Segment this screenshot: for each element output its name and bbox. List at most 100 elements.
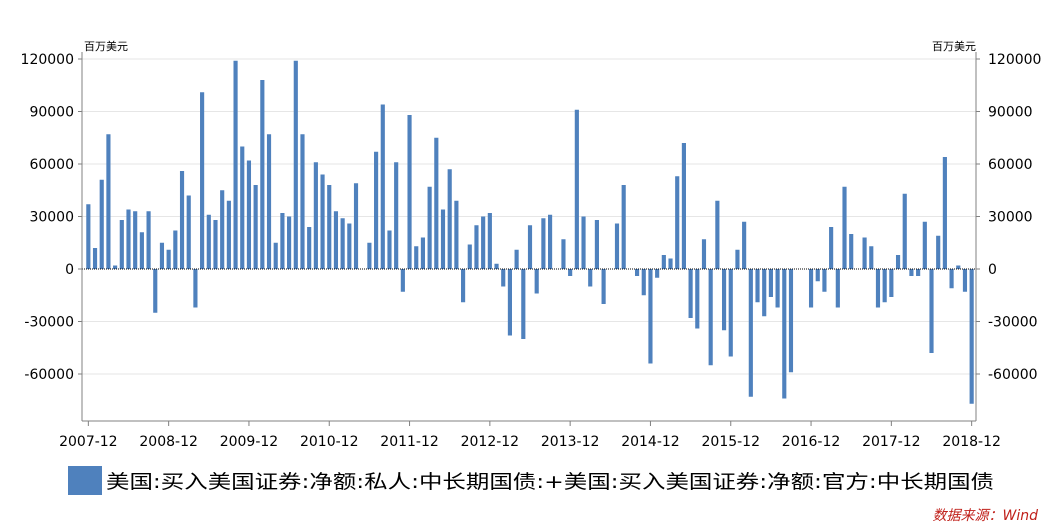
bar [788,269,794,373]
left-y-tick-label: -60000 [24,367,74,383]
bar [808,269,814,308]
bar [394,162,399,269]
bar [474,225,479,269]
bar [755,269,760,303]
bar [621,185,626,269]
bar [548,214,553,269]
legend-swatch [68,466,102,495]
bar [260,80,265,269]
bar [233,60,238,269]
right-y-tick-label: -30000 [988,315,1038,331]
bar [902,193,907,269]
bar [300,134,305,269]
bar [133,211,138,269]
bar [153,269,158,313]
bars [86,60,974,404]
bar [835,269,840,308]
bar [454,200,459,269]
bar [634,269,640,276]
bar [119,220,124,269]
bar [501,269,506,287]
bar [333,211,339,269]
bar [380,104,385,269]
bar [407,115,412,269]
bar [99,179,104,269]
bar [895,255,901,269]
bar [688,269,693,318]
bar [400,269,405,292]
bar [420,237,426,269]
bar [173,230,178,269]
bar [266,134,272,269]
bar [280,213,285,269]
bar [909,269,914,276]
bar [427,186,432,269]
bar [701,239,707,269]
right-unit-label: 百万美元 [932,40,976,53]
bar [320,174,325,269]
bar [414,246,419,269]
bar [273,242,278,269]
bar [721,269,727,331]
bar [695,269,700,329]
bar [588,269,593,287]
bar [92,248,98,269]
bar [889,269,894,297]
bar [822,269,827,292]
bar [206,214,211,269]
right-y-tick-label: 60000 [988,157,1033,173]
bar [494,263,499,269]
bar [541,218,546,269]
bar [648,269,653,364]
bar [327,185,332,269]
bar [916,269,921,276]
left-y-tick-label: 0 [65,262,74,278]
bar [614,223,620,269]
bar [440,209,446,269]
bar [815,269,820,282]
left-y-tick-label: 60000 [29,157,74,173]
bar [742,221,747,269]
left-y-tick-label: 90000 [29,105,74,121]
bar [387,230,392,269]
x-tick-label: 2014-12 [621,434,680,450]
bar [213,220,218,269]
bar [782,269,787,399]
bar [922,221,927,269]
bar [166,249,171,269]
axes [78,52,980,426]
left-y-tick-label: 30000 [29,210,74,226]
bar [240,146,245,269]
bar [374,151,379,269]
bar [226,200,231,269]
bar [661,255,666,269]
x-tick-label: 2007-12 [59,434,118,450]
left-unit-label: 百万美元 [84,40,128,53]
bar [179,171,185,269]
bar [581,216,586,269]
right-y-tick-label: -60000 [988,367,1038,383]
bar [762,269,767,317]
bar [313,162,318,269]
bar [768,269,773,297]
bar [962,269,968,292]
bar [668,258,673,269]
bar [287,216,292,269]
x-tick-label: 2011-12 [380,434,439,450]
bar [340,218,345,269]
bar [842,186,847,269]
bar [159,242,165,269]
right-y-tick-label: 90000 [988,105,1033,121]
x-tick-label: 2012-12 [461,434,520,450]
bar [447,169,452,269]
x-tick-label: 2008-12 [139,434,198,450]
bar [735,249,740,269]
bar [353,183,359,269]
right-y-tick-label: 0 [988,262,997,278]
x-tick-label: 2015-12 [702,434,761,450]
bar [969,269,974,404]
bar [521,269,526,339]
bar [220,190,225,269]
bar [942,157,947,269]
bar [467,244,472,269]
